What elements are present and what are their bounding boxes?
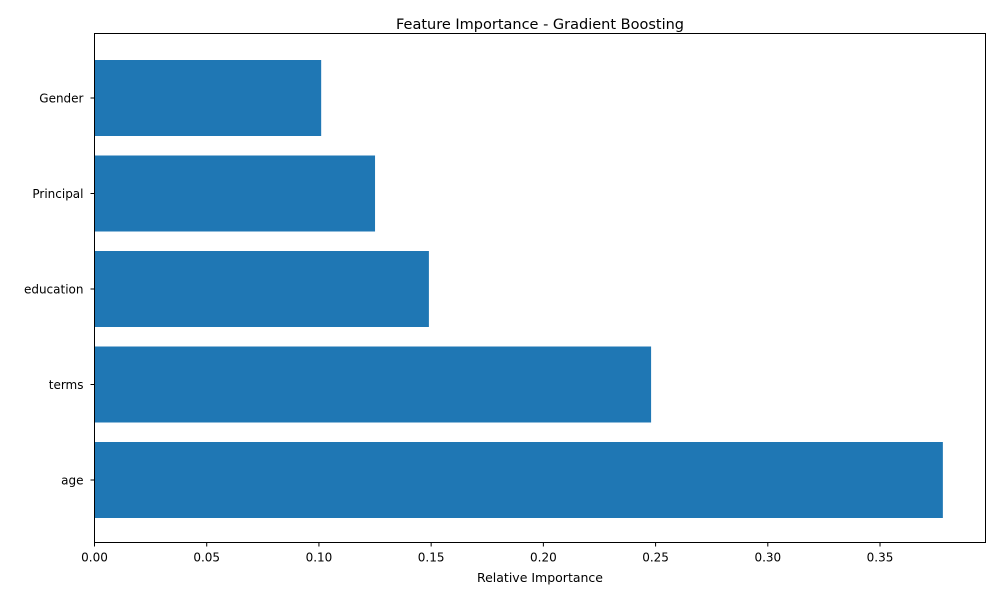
x-tick-label: 0.20 xyxy=(530,551,557,565)
x-tick-label: 0.00 xyxy=(81,551,108,565)
bar-principal xyxy=(94,155,376,232)
bars-layer xyxy=(94,60,943,518)
x-axis-ticks: 0.00 0.05 0.10 0.15 0.20 0.25 0.30 0.35 xyxy=(81,542,894,565)
y-tick-label: Gender xyxy=(39,92,83,106)
x-tick-label: 0.10 xyxy=(306,551,333,565)
y-tick-label: age xyxy=(61,474,83,488)
bar-terms xyxy=(94,346,652,423)
y-tick-label: Principal xyxy=(32,187,83,201)
y-tick-label: education xyxy=(24,283,84,297)
x-tick-label: 0.30 xyxy=(754,551,781,565)
bar-education xyxy=(94,251,429,327)
bar-age xyxy=(94,442,943,518)
x-axis-label: Relative Importance xyxy=(477,570,603,585)
x-tick-label: 0.25 xyxy=(642,551,669,565)
y-tick-label: terms xyxy=(49,378,84,392)
x-tick-label: 0.05 xyxy=(193,551,220,565)
plot-frame xyxy=(94,33,986,543)
bar-gender xyxy=(94,60,322,136)
chart-title: Feature Importance - Gradient Boosting xyxy=(396,17,684,33)
x-tick-label: 0.35 xyxy=(867,551,894,565)
y-axis-ticks: age terms education Principal Gender xyxy=(24,92,95,488)
x-tick-label: 0.15 xyxy=(418,551,445,565)
